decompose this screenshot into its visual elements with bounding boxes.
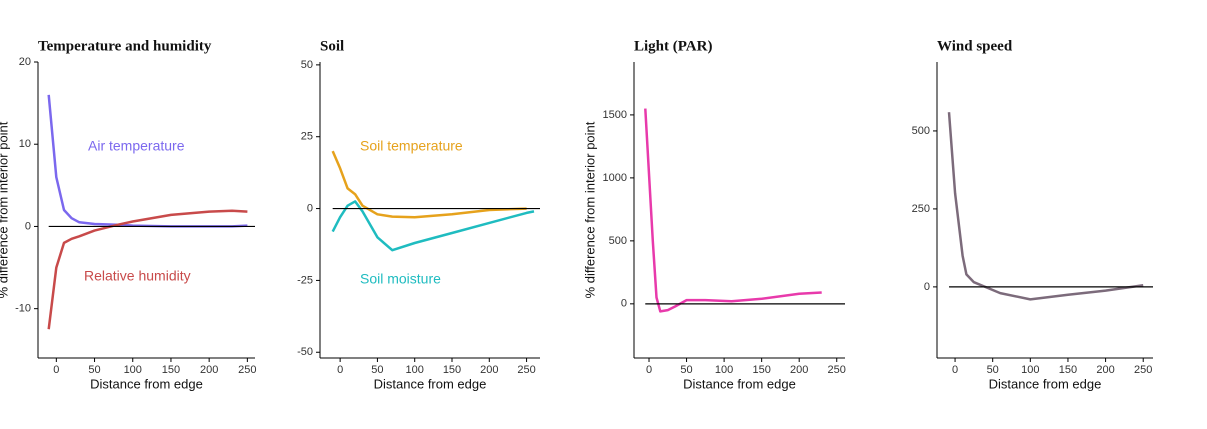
- x-tick-label: 150: [162, 364, 180, 376]
- series-line: [331, 200, 535, 252]
- x-tick-label: 250: [238, 364, 256, 376]
- series-line: [644, 108, 822, 313]
- x-axis-label: Distance from edge: [374, 376, 487, 391]
- x-tick-label: 150: [752, 364, 770, 376]
- y-tick-label: 0: [307, 202, 313, 214]
- x-tick-label: 50: [680, 364, 692, 376]
- x-tick-label: 250: [1134, 364, 1152, 376]
- y-axis-label: % difference from interior point: [0, 121, 10, 298]
- series-line: [947, 112, 1144, 301]
- x-tick-label: 0: [337, 364, 343, 376]
- y-tick-label: 0: [25, 220, 31, 232]
- x-tick-label: 250: [517, 364, 535, 376]
- y-tick-label: 25: [301, 131, 313, 143]
- y-tick-label: -10: [15, 303, 31, 315]
- series-label: Soil moisture: [360, 271, 441, 287]
- x-tick-label: 200: [790, 364, 808, 376]
- y-tick-label: 20: [19, 56, 31, 68]
- series-line: [47, 94, 248, 228]
- panel-title: Light (PAR): [634, 38, 712, 54]
- x-tick-label: 50: [987, 364, 999, 376]
- x-tick-label: 100: [124, 364, 142, 376]
- series-label: Relative humidity: [84, 268, 191, 284]
- panel-title: Wind speed: [937, 38, 1013, 54]
- x-tick-label: 0: [952, 364, 958, 376]
- y-tick-label: 1000: [603, 172, 627, 184]
- panel-title: Soil: [320, 38, 344, 54]
- y-tick-label: 50: [301, 59, 313, 71]
- x-tick-label: 200: [200, 364, 218, 376]
- x-tick-label: 50: [88, 364, 100, 376]
- y-tick-label: 0: [924, 281, 930, 293]
- series-label: Air temperature: [88, 138, 185, 154]
- y-tick-label: 1500: [603, 109, 627, 121]
- panel-title: Temperature and humidity: [38, 38, 212, 54]
- series-line: [47, 209, 248, 330]
- y-tick-label: 250: [912, 203, 930, 215]
- x-axis-label: Distance from edge: [683, 376, 796, 391]
- x-tick-label: 100: [406, 364, 424, 376]
- x-axis-label: Distance from edge: [989, 376, 1102, 391]
- y-tick-label: 10: [19, 138, 31, 150]
- x-tick-label: 150: [1059, 364, 1077, 376]
- y-tick-label: 500: [912, 125, 930, 137]
- series-line: [331, 150, 527, 219]
- y-tick-label: -50: [297, 346, 313, 358]
- x-tick-label: 0: [53, 364, 59, 376]
- x-tick-label: 200: [1096, 364, 1114, 376]
- y-tick-label: 500: [609, 235, 627, 247]
- x-tick-label: 150: [443, 364, 461, 376]
- x-tick-label: 200: [480, 364, 498, 376]
- x-tick-label: 100: [715, 364, 733, 376]
- x-tick-label: 50: [371, 364, 383, 376]
- y-tick-label: -25: [297, 274, 313, 286]
- series-label: Soil temperature: [360, 138, 463, 154]
- x-tick-label: 0: [646, 364, 652, 376]
- y-axis-label: % difference from interior point: [582, 121, 597, 298]
- y-tick-label: 0: [621, 298, 627, 310]
- x-axis-label: Distance from edge: [90, 376, 203, 391]
- x-tick-label: 100: [1021, 364, 1039, 376]
- x-tick-label: 250: [828, 364, 846, 376]
